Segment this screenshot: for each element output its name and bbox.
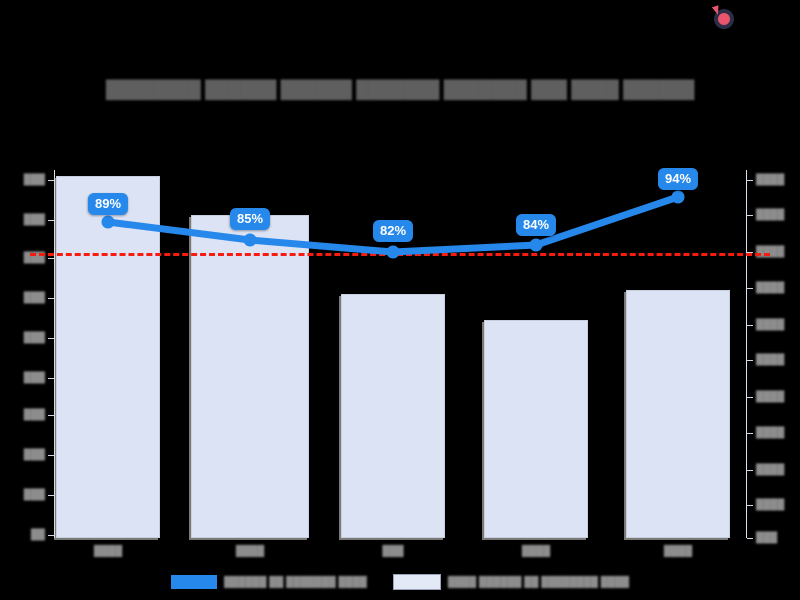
right-axis-label-5: ████ xyxy=(756,319,785,331)
legend-item-line[interactable]: ██████ ██ ███████ ████ xyxy=(170,575,367,589)
data-label-3: 82% xyxy=(372,220,414,242)
right-axis-tick-5 xyxy=(747,325,753,326)
right-axis-tick-3 xyxy=(747,252,753,253)
left-axis-tick-6 xyxy=(48,378,54,379)
bar-5[interactable] xyxy=(626,290,730,538)
right-axis-label-3: ████ xyxy=(756,246,785,258)
x-axis-label-4: ████ xyxy=(521,546,551,557)
right-axis-tick-4 xyxy=(747,288,753,289)
legend-label-bar: ████ ██████ ██ ████████ ████ xyxy=(447,576,630,588)
logo-wordmark: ████████ ██████ xyxy=(741,8,794,28)
left-axis-label-5: ███ xyxy=(23,332,45,344)
data-label-4: 84% xyxy=(515,214,557,236)
right-axis-tick-8 xyxy=(747,433,753,434)
logo-line-1: ████████ xyxy=(740,7,794,17)
left-axis-label-9: ███ xyxy=(23,489,45,501)
right-axis-tick-11 xyxy=(747,538,753,539)
left-axis-label-6: ███ xyxy=(23,372,45,384)
right-axis-label-9: ████ xyxy=(756,464,785,476)
data-label-5: 94% xyxy=(657,168,699,190)
right-axis-label-7: ████ xyxy=(756,391,785,403)
chart-legend: ██████ ██ ███████ ████ ████ ██████ ██ ██… xyxy=(0,574,800,590)
left-axis-tick-1 xyxy=(48,180,54,181)
right-axis-label-2: ████ xyxy=(756,209,785,221)
right-axis-tick-2 xyxy=(747,215,753,216)
y-axis-right: ████ ████ ████ ████ ████ ████ ████ ████ ████ ████… xyxy=(746,170,784,544)
bar-2[interactable] xyxy=(191,215,309,538)
site-logo[interactable]: ████████ ██████ xyxy=(711,4,794,32)
data-label-1: 89% xyxy=(87,193,129,215)
left-axis-label-7: ███ xyxy=(23,409,45,421)
line-series-svg xyxy=(101,190,685,259)
right-axis-tick-1 xyxy=(747,180,753,181)
logo-line-2: ██████ xyxy=(740,18,781,28)
left-axis-tick-5 xyxy=(48,338,54,339)
left-axis-label-4: ███ xyxy=(23,292,45,304)
left-axis-label-1: ███ xyxy=(23,174,45,186)
right-axis-label-6: ████ xyxy=(756,354,785,366)
x-axis-label-5: ████ xyxy=(663,546,693,557)
line-marker-2[interactable] xyxy=(243,233,257,247)
right-axis-label-11: ███ xyxy=(756,532,778,544)
left-axis-label-2: ███ xyxy=(23,214,45,226)
legend-item-bar[interactable]: ████ ██████ ██ ████████ ████ xyxy=(392,574,630,590)
y-axis-left: ███ ███ ███ ███ ███ ███ ███ ███ ███ ██ xyxy=(24,170,55,541)
right-axis-label-4: ████ xyxy=(756,282,785,294)
right-axis-label-1: ████ xyxy=(756,174,785,186)
legend-swatch-line-icon xyxy=(170,575,217,589)
logo-mark-icon xyxy=(711,5,737,31)
line-marker-1[interactable] xyxy=(101,215,115,229)
bar-4[interactable] xyxy=(484,320,588,538)
left-axis-tick-9 xyxy=(48,495,54,496)
left-axis-tick-4 xyxy=(48,298,54,299)
left-axis-tick-8 xyxy=(48,455,54,456)
x-axis-label-1: ████ xyxy=(93,546,123,557)
left-axis-label-10: ██ xyxy=(30,529,45,541)
right-axis-label-10: ████ xyxy=(756,499,785,511)
chart-title: ████████ ██████ ██████ ███████ ███████ █… xyxy=(105,80,695,99)
left-axis-label-8: ███ xyxy=(23,449,45,461)
left-axis-tick-7 xyxy=(48,415,54,416)
left-axis-tick-3 xyxy=(48,258,54,259)
right-axis-tick-6 xyxy=(747,360,753,361)
plot-area: 89% 85% 82% 84% 94% xyxy=(30,168,770,538)
x-axis-label-2: ████ xyxy=(235,546,265,557)
legend-label-line: ██████ ██ ███████ ████ xyxy=(223,576,367,588)
right-axis-tick-7 xyxy=(747,397,753,398)
bar-1[interactable] xyxy=(56,176,160,538)
right-axis-label-8: ████ xyxy=(756,427,785,439)
right-axis-tick-9 xyxy=(747,470,753,471)
right-axis-tick-10 xyxy=(747,505,753,506)
left-axis-tick-10 xyxy=(48,535,54,536)
data-label-2: 85% xyxy=(229,208,271,230)
bar-layer xyxy=(55,170,745,538)
line-marker-5[interactable] xyxy=(671,190,685,204)
left-axis-label-3: ███ xyxy=(23,252,45,264)
bar-3[interactable] xyxy=(341,294,445,538)
x-axis-label-3: ███ xyxy=(382,546,404,557)
line-marker-4[interactable] xyxy=(529,238,543,252)
left-axis-tick-2 xyxy=(48,220,54,221)
line-marker-3[interactable] xyxy=(386,245,400,259)
legend-swatch-bar-icon xyxy=(392,574,441,590)
